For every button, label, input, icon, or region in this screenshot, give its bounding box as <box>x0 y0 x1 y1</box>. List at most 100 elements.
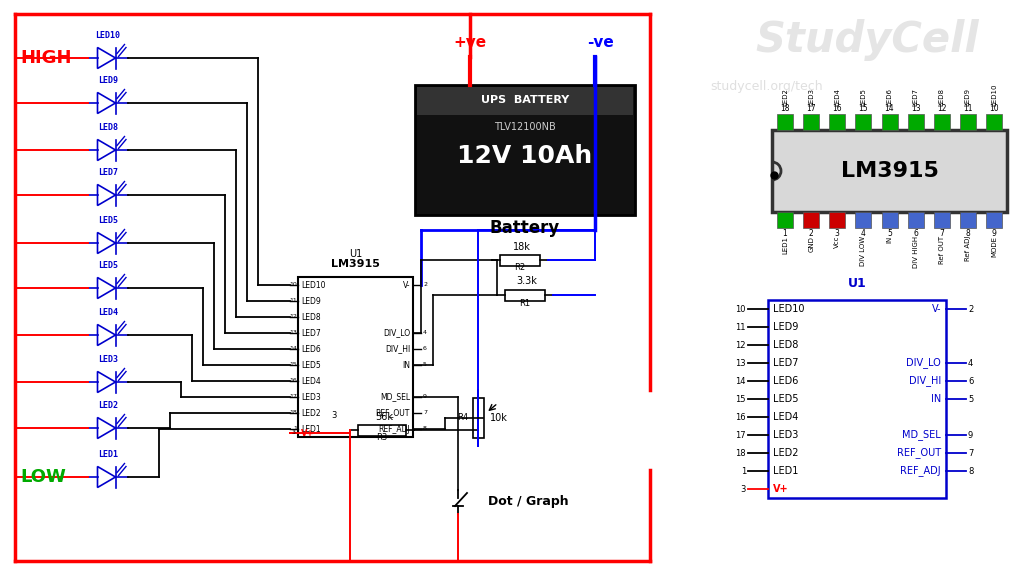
Text: LED5: LED5 <box>98 261 118 270</box>
Text: MD_SEL: MD_SEL <box>380 392 410 401</box>
Bar <box>986 114 1001 130</box>
Text: LED1: LED1 <box>773 466 799 476</box>
Text: 11: 11 <box>964 104 973 113</box>
Text: 9: 9 <box>968 430 973 439</box>
Text: 4: 4 <box>861 229 866 238</box>
Text: R2: R2 <box>514 263 525 272</box>
Text: 2: 2 <box>809 229 813 238</box>
Bar <box>855 212 871 228</box>
Text: LED3: LED3 <box>773 430 799 440</box>
Text: 13: 13 <box>910 104 921 113</box>
Text: 15: 15 <box>289 362 297 367</box>
Text: 15: 15 <box>735 395 746 404</box>
Bar <box>803 114 819 130</box>
Text: LED2: LED2 <box>98 401 118 410</box>
Bar <box>358 425 406 435</box>
Text: 7: 7 <box>939 229 944 238</box>
Text: 18: 18 <box>780 104 790 113</box>
Text: 3: 3 <box>332 411 337 420</box>
Text: 3: 3 <box>835 229 840 238</box>
Text: LED7: LED7 <box>301 328 321 338</box>
Bar <box>882 212 897 228</box>
Text: MODE: MODE <box>991 236 997 257</box>
Text: V+: V+ <box>773 484 788 494</box>
Text: 17: 17 <box>289 395 297 400</box>
Text: 16: 16 <box>289 378 297 384</box>
Text: 16: 16 <box>735 412 746 422</box>
Text: Dot / Graph: Dot / Graph <box>488 495 568 509</box>
Text: 4: 4 <box>423 331 427 335</box>
Text: 18: 18 <box>735 449 746 457</box>
Text: 11: 11 <box>289 298 297 304</box>
Bar <box>772 130 1007 212</box>
Text: V-: V- <box>402 281 410 290</box>
Text: 6: 6 <box>913 229 919 238</box>
Text: LED6: LED6 <box>301 344 321 354</box>
Text: LED6: LED6 <box>887 88 893 106</box>
Text: 8: 8 <box>423 426 427 431</box>
Text: LED5: LED5 <box>773 394 799 404</box>
Text: LED2: LED2 <box>773 448 799 458</box>
Text: IN: IN <box>931 394 941 404</box>
Bar <box>500 255 540 266</box>
Bar <box>777 114 793 130</box>
Text: LED3: LED3 <box>98 355 118 364</box>
Text: LED10: LED10 <box>773 304 805 314</box>
Text: 7: 7 <box>423 411 427 415</box>
Text: LED8: LED8 <box>939 88 945 106</box>
Text: 8: 8 <box>966 229 970 238</box>
Text: TLV12100NB: TLV12100NB <box>495 122 556 132</box>
Text: REF_ADJ: REF_ADJ <box>378 425 410 434</box>
Text: 5: 5 <box>887 229 892 238</box>
Bar <box>907 212 924 228</box>
Text: studycell.org/tech: studycell.org/tech <box>710 80 822 93</box>
Text: REF_ADJ: REF_ADJ <box>900 465 941 476</box>
Text: 3.3k: 3.3k <box>516 276 538 286</box>
Text: 17: 17 <box>806 104 816 113</box>
Text: LED5: LED5 <box>301 361 321 369</box>
Text: REF_OUT: REF_OUT <box>376 408 410 418</box>
Text: 1: 1 <box>293 426 297 431</box>
Text: HIGH: HIGH <box>20 49 72 67</box>
Text: 14: 14 <box>885 104 894 113</box>
Text: LED4: LED4 <box>301 377 321 385</box>
Text: 14: 14 <box>289 347 297 351</box>
Text: 1: 1 <box>782 229 787 238</box>
Text: LED10: LED10 <box>991 84 997 106</box>
Bar <box>415 85 635 215</box>
Text: LED7: LED7 <box>912 88 919 106</box>
Text: 12V 10Ah: 12V 10Ah <box>458 144 593 168</box>
Bar <box>505 290 545 301</box>
Text: 5: 5 <box>423 362 427 367</box>
Text: 6: 6 <box>423 347 427 351</box>
Text: LED2: LED2 <box>782 88 788 106</box>
Text: V-: V- <box>932 304 941 314</box>
Text: 2: 2 <box>423 282 427 287</box>
Text: 3: 3 <box>740 484 746 494</box>
Text: LED10: LED10 <box>301 281 326 290</box>
Text: 10: 10 <box>989 104 998 113</box>
Bar <box>829 114 845 130</box>
Bar <box>855 114 871 130</box>
Text: LED4: LED4 <box>98 308 118 317</box>
Text: UPS  BATTERY: UPS BATTERY <box>481 95 569 105</box>
Bar <box>417 87 633 115</box>
Text: LOW: LOW <box>20 468 66 486</box>
Text: 1: 1 <box>740 467 746 476</box>
Text: R4: R4 <box>458 414 469 423</box>
Text: REF_OUT: REF_OUT <box>897 448 941 458</box>
Bar <box>959 212 976 228</box>
Text: 13: 13 <box>289 331 297 335</box>
Text: DIV HIGH: DIV HIGH <box>912 236 919 268</box>
Text: Ref OUT: Ref OUT <box>939 236 945 264</box>
Text: LED6: LED6 <box>773 376 799 386</box>
Text: LED3: LED3 <box>301 392 321 401</box>
Text: 10k: 10k <box>489 413 507 423</box>
Text: 13: 13 <box>735 358 746 367</box>
Text: IN: IN <box>402 361 410 369</box>
Bar <box>907 114 924 130</box>
Text: 15: 15 <box>858 104 868 113</box>
Text: V+: V+ <box>301 429 314 438</box>
Text: LED5: LED5 <box>98 216 118 225</box>
Text: 12: 12 <box>289 314 297 320</box>
